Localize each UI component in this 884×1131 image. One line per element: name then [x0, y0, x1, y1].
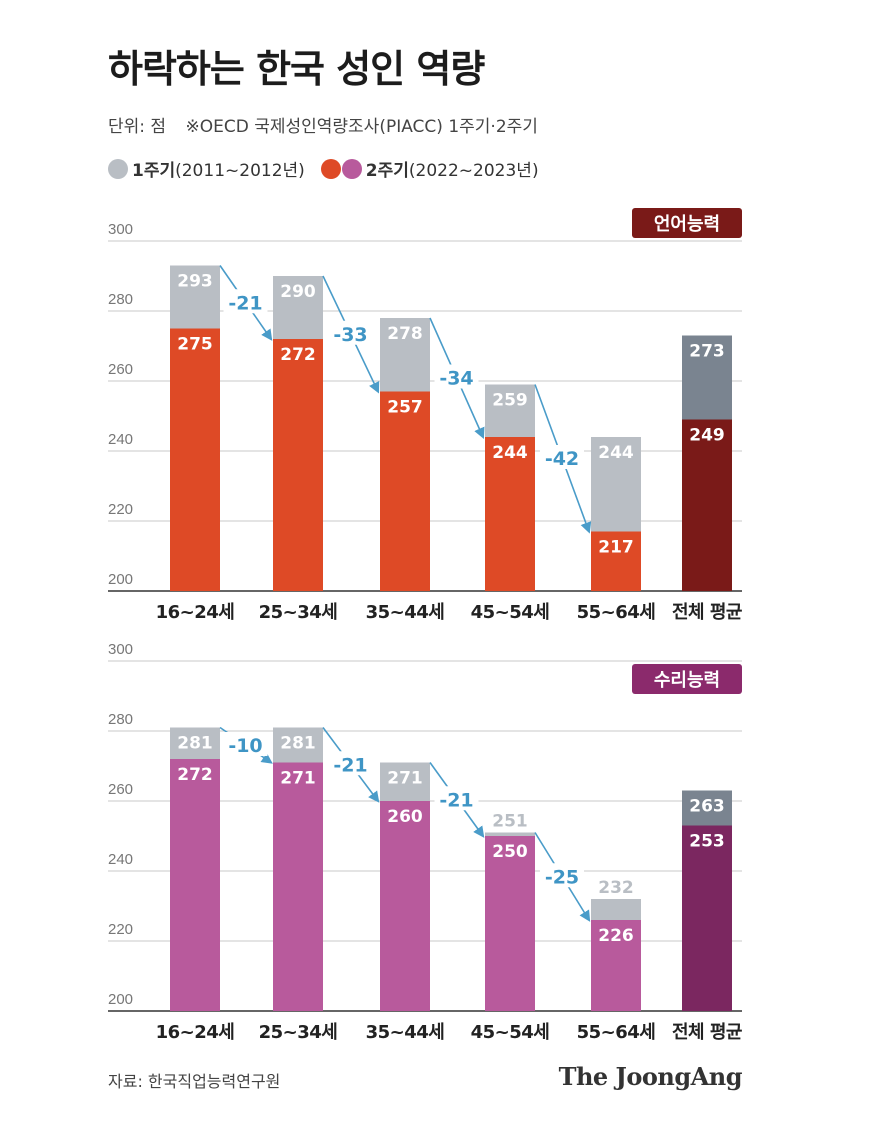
- x-category-label: 16~24세: [156, 1022, 235, 1043]
- y-tick-label: 300: [108, 221, 133, 238]
- x-category-label: 55~64세: [577, 1022, 656, 1043]
- y-tick-label: 260: [108, 781, 133, 798]
- bar-cycle2: [380, 391, 430, 591]
- x-category-label: 16~24세: [156, 602, 235, 623]
- value-label-cycle1: 244: [598, 443, 634, 463]
- cycle2-literacy-swatch: [320, 158, 341, 179]
- difference-label: -21: [228, 292, 262, 314]
- x-category-label: 45~54세: [471, 1022, 550, 1043]
- difference-label: -42: [545, 448, 579, 470]
- bar-cycle2: [380, 801, 430, 1011]
- y-tick-label: 200: [108, 991, 133, 1008]
- numeracy-chart: 200 220 240 260 280 300 수리능력 281 272 16~24세 281 271…: [108, 641, 743, 1043]
- value-label-cycle1: 232: [598, 878, 634, 898]
- cycle2-label: 2주기: [365, 161, 409, 181]
- difference-label: -21: [333, 754, 367, 776]
- bar-cycle2: [485, 836, 535, 1011]
- difference-label-bg: [328, 751, 373, 776]
- value-label-cycle2: 272: [280, 345, 316, 365]
- value-label-cycle1: 293: [177, 272, 213, 292]
- difference-label-bg: [434, 364, 479, 389]
- y-tick-label: 240: [108, 431, 133, 448]
- legend: 1주기 (2011~2012년) 2주기 (2022~2023년): [108, 156, 555, 181]
- legend-cycle2: 2주기 (2022~2023년): [320, 156, 539, 181]
- cycle2-numeracy-swatch: [341, 158, 362, 179]
- cycle2-period: (2022~2023년): [408, 161, 539, 181]
- source-note: ※OECD 국제성인역량조사(PIACC) 1주기·2주기: [185, 117, 538, 137]
- data-source: 자료: 한국직업능력연구원: [108, 1072, 281, 1091]
- bar-cycle2: [273, 339, 323, 591]
- y-tick-label: 220: [108, 501, 133, 518]
- value-label-cycle2: 244: [492, 443, 528, 463]
- y-tick-label: 300: [108, 641, 133, 658]
- chart-title: 하락하는 한국 성인 역량: [108, 47, 485, 91]
- difference-label: -34: [439, 368, 473, 390]
- difference-label: -33: [333, 324, 367, 346]
- literacy-chart: 200 220 240 260 280 300 언어능력 293 275 16~24세 290 272…: [108, 208, 743, 623]
- bar-cycle2: [682, 419, 732, 591]
- x-category-label: 35~44세: [366, 602, 445, 623]
- value-label-cycle2: 250: [492, 842, 528, 862]
- difference-label: -25: [545, 866, 579, 888]
- cycle1-swatch: [108, 158, 128, 179]
- difference-label: -21: [439, 789, 473, 811]
- y-tick-label: 200: [108, 571, 133, 588]
- panel-label: 수리능력: [654, 670, 720, 691]
- value-label-cycle1: 259: [492, 391, 528, 411]
- difference-label-bg: [223, 289, 268, 314]
- value-label-cycle2: 217: [598, 538, 634, 558]
- brand-logo: The JoongAng: [558, 1062, 743, 1091]
- x-category-label: 전체 평균: [672, 1022, 742, 1043]
- value-label-cycle2: 275: [177, 335, 213, 355]
- panel-label-badge: [632, 208, 742, 238]
- value-label-cycle1: 281: [177, 734, 213, 754]
- value-label-cycle1: 278: [387, 324, 423, 344]
- value-label-cycle2: 271: [280, 769, 316, 789]
- difference-label-bg: [540, 863, 584, 888]
- bar-cycle2: [170, 328, 220, 591]
- panel-label: 언어능력: [654, 214, 720, 235]
- value-label-cycle2: 253: [689, 832, 725, 852]
- cycle1-label: 1주기: [132, 161, 176, 181]
- y-tick-label: 280: [108, 711, 133, 728]
- value-label-cycle2: 257: [387, 398, 423, 418]
- bar-cycle2: [591, 920, 641, 1011]
- value-label-cycle1: 251: [492, 812, 528, 832]
- value-label-cycle1: 271: [387, 769, 423, 789]
- legend-cycle1: 1주기 (2011~2012년): [108, 156, 305, 181]
- x-category-label: 55~64세: [577, 602, 656, 623]
- difference-label-bg: [223, 732, 268, 756]
- difference-label-bg: [328, 320, 373, 345]
- y-tick-label: 280: [108, 291, 133, 308]
- x-category-label: 25~34세: [259, 1022, 338, 1043]
- panel-label-badge: [632, 664, 742, 694]
- value-label-cycle2: 249: [689, 426, 725, 446]
- cycle1-period: (2011~2012년): [175, 161, 305, 181]
- unit-label: 단위: 점: [108, 117, 167, 137]
- bar-cycle2: [682, 825, 732, 1011]
- x-category-label: 45~54세: [471, 602, 550, 623]
- y-tick-label: 220: [108, 921, 133, 938]
- bar-cycle2: [591, 531, 641, 591]
- difference-label: -10: [228, 735, 262, 757]
- value-label-cycle1: 281: [280, 734, 316, 754]
- value-label-cycle2: 260: [387, 807, 423, 827]
- y-tick-label: 260: [108, 361, 133, 378]
- difference-label-bg: [540, 445, 584, 469]
- x-category-label: 25~34세: [259, 602, 338, 623]
- subtitle: 단위: 점 ※OECD 국제성인역량조사(PIACC) 1주기·2주기: [108, 112, 552, 137]
- bar-cycle2: [170, 759, 220, 1011]
- value-label-cycle1: 273: [689, 342, 725, 362]
- bar-cycle2: [485, 437, 535, 591]
- difference-label-bg: [434, 786, 479, 811]
- value-label-cycle2: 226: [598, 926, 634, 946]
- bar-cycle2: [273, 762, 323, 1011]
- x-category-label: 35~44세: [366, 1022, 445, 1043]
- x-category-label: 전체 평균: [672, 602, 742, 623]
- value-label-cycle1: 290: [280, 282, 316, 302]
- y-tick-label: 240: [108, 851, 133, 868]
- value-label-cycle2: 272: [177, 765, 213, 785]
- value-label-cycle1: 263: [689, 797, 725, 817]
